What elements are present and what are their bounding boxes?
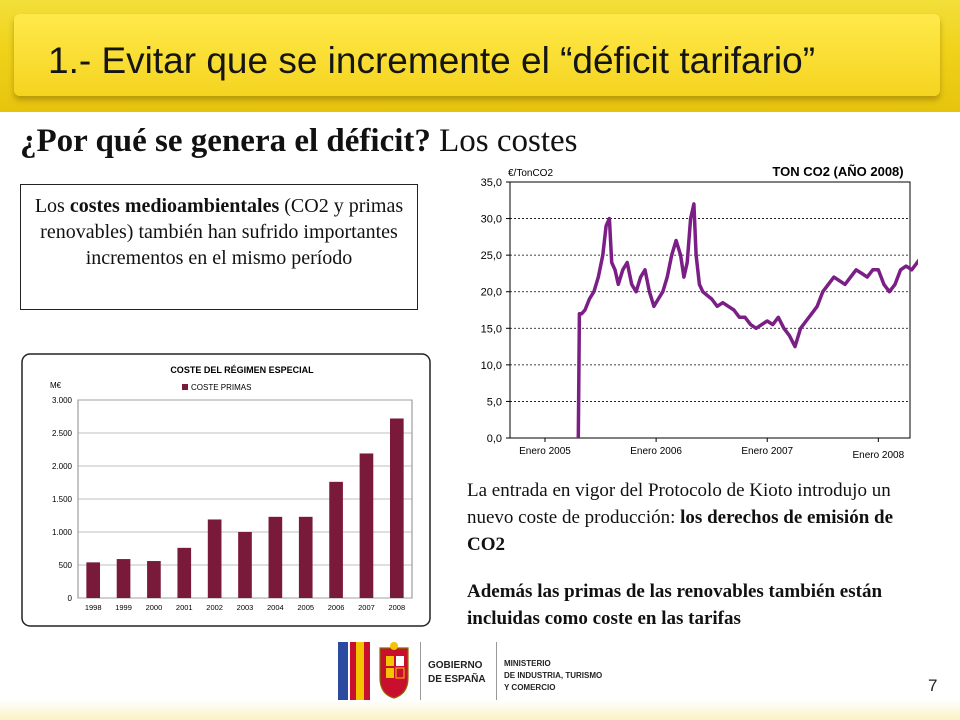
line-xticks: Enero 2005 Enero 2006 Enero 2007 Enero 2008 <box>519 446 904 461</box>
note-box: Los costes medioambientales (CO2 y prima… <box>20 184 418 310</box>
title-banner <box>0 0 960 112</box>
bar-2006 <box>329 481 343 598</box>
line-series <box>576 202 918 439</box>
government-logo: GOBIERNO DE ESPAÑA MINISTERIO DE INDUSTR… <box>334 638 626 712</box>
line-grid <box>506 181 911 442</box>
bar-xticks: 1998 1999 2000 2001 2002 2003 2004 2005 2006 2007… <box>85 603 405 612</box>
line-xtick-label: Enero 2005 <box>519 446 571 457</box>
kyoto-text-b: los derechos de emisión de CO2 <box>467 507 894 555</box>
line-xtick-label: Enero 2007 <box>741 446 793 457</box>
eu-flag-stripe <box>338 642 348 706</box>
bar-2002 <box>207 519 222 598</box>
kyoto-text: La entrada en vigor del Protocolo de Kio… <box>467 477 927 558</box>
slide-title: 1.- Evitar que se incremente el “déficit… <box>48 40 816 81</box>
bar-1998 <box>86 562 101 598</box>
bar-2000 <box>147 561 161 598</box>
bar-ytick-label: 500 <box>59 561 73 570</box>
bottom-strip <box>0 700 960 720</box>
bar-2008 <box>389 418 404 598</box>
line-ytick-label: 15,0 <box>481 323 502 335</box>
line-ytick-label: 25,0 <box>481 250 502 262</box>
line-ylabel: €/TonCO2 <box>508 168 553 179</box>
bar-yticks: 0 500 1.000 1.500 2.000 2.500 3.000 <box>52 396 73 603</box>
bar-xtick-label: 2007 <box>358 603 375 612</box>
bar-xtick-label: 2005 <box>297 603 314 612</box>
line-chart: TON CO2 (AÑO 2008) €/TonCO2 0,0 5,0 10,0 15… <box>481 164 918 461</box>
line-plot-area <box>509 181 911 439</box>
line-xtick-label: Enero 2008 <box>852 450 904 461</box>
bar-2007 <box>359 453 374 598</box>
coat-of-arms-icon <box>374 642 414 704</box>
line-ytick-label: 5,0 <box>487 396 502 408</box>
page-number: 7 <box>928 676 938 695</box>
subtitle-rest: Los costes <box>430 123 578 159</box>
logo-ministerio-1: MINISTERIO <box>504 659 551 668</box>
bar-chart: COSTE DEL RÉGIMEN ESPECIAL COSTE PRIMAS … <box>21 353 431 627</box>
flag-yellow <box>356 642 364 706</box>
bar-xtick-label: 2004 <box>267 603 284 612</box>
bar-xtick-label: 1999 <box>115 603 132 612</box>
logo-ministerio-3: Y COMERCIO <box>504 683 555 692</box>
logo-divider-2 <box>496 642 497 706</box>
bar-xtick-label: 2008 <box>388 603 405 612</box>
flag-red-right <box>364 642 370 706</box>
logo-espana: DE ESPAÑA <box>428 672 486 685</box>
bar-legend-swatch <box>182 384 188 390</box>
renewables-text: Además las primas de las renovables tamb… <box>467 581 883 629</box>
note-part3: (CO2 y primas renovables) también han su… <box>40 195 404 269</box>
bar-ytick-label: 2.000 <box>52 462 73 471</box>
logo-ministerio-2: DE INDUSTRIA, TURISMO <box>504 671 602 680</box>
bar-2005 <box>298 516 313 598</box>
bar-ytick-label: 1.500 <box>52 495 73 504</box>
bar-xtick-label: 2006 <box>328 603 345 612</box>
line-chart-title: TON CO2 (AÑO 2008) <box>772 164 903 179</box>
logo-divider-1 <box>420 642 421 706</box>
bar-chart-title: COSTE DEL RÉGIMEN ESPECIAL <box>170 365 314 375</box>
bar-xtick-label: 1998 <box>85 603 102 612</box>
line-yticks: 0,0 5,0 10,0 15,0 20,0 25,0 30,0 35,0 <box>481 177 502 445</box>
bar-xtick-label: 2000 <box>146 603 163 612</box>
bar-ytick-label: 0 <box>68 594 73 603</box>
line-ytick-label: 0,0 <box>487 433 502 445</box>
bar-legend-label: COSTE PRIMAS <box>191 383 251 392</box>
note-part2: costes medioambientales <box>69 195 280 217</box>
bar-2001 <box>177 547 192 598</box>
line-ytick-label: 35,0 <box>481 177 502 189</box>
bar-xtick-label: 2001 <box>176 603 193 612</box>
subtitle-bold: ¿Por qué se genera el déficit? <box>20 123 431 159</box>
title-banner-bar <box>14 14 940 96</box>
line-ytick-label: 10,0 <box>481 360 502 372</box>
line-xtick-label: Enero 2006 <box>630 446 682 457</box>
line-ytick-label: 30,0 <box>481 214 502 226</box>
logo-gobierno: GOBIERNO <box>428 660 483 671</box>
bar-xtick-label: 2003 <box>237 603 254 612</box>
slide-subtitle: ¿Por qué se genera el déficit? Los coste… <box>20 123 578 160</box>
bar-2004 <box>268 516 283 598</box>
bar-1999 <box>116 559 131 598</box>
bar-2003 <box>238 532 252 598</box>
bar-xtick-label: 2002 <box>206 603 223 612</box>
bar-ytick-label: 3.000 <box>52 396 73 405</box>
bar-ytick-label: 2.500 <box>52 429 73 438</box>
flag-red-left <box>350 642 356 706</box>
note-part1: Los <box>34 195 70 217</box>
bar-ylabel: M€ <box>50 381 62 390</box>
bar-ytick-label: 1.000 <box>52 528 73 537</box>
line-ytick-label: 20,0 <box>481 287 502 299</box>
kyoto-text-a: La entrada en vigor del Protocolo de Kio… <box>467 480 891 528</box>
bar-bars <box>86 418 404 598</box>
